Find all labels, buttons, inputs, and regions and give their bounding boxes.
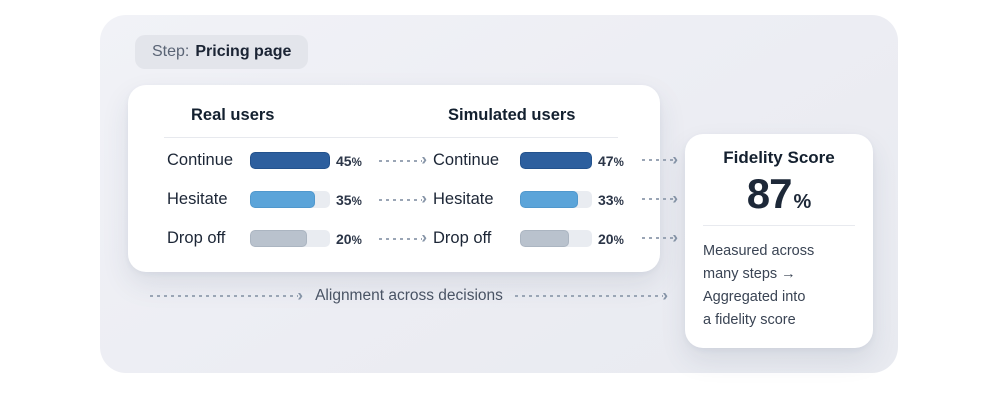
real-row-label: Drop off — [167, 229, 226, 247]
comparison-rows: Continue 45% › Continue 47% Hesitate 35%… — [128, 141, 660, 258]
dashed-line — [642, 237, 674, 239]
real-row-bar — [250, 230, 330, 247]
dashed-line — [642, 159, 674, 161]
alignment-flow-label: Alignment across decisions — [315, 287, 503, 304]
chevron-right-icon: › — [662, 285, 668, 304]
chevron-right-icon: › — [672, 227, 678, 246]
dashed-line — [514, 295, 664, 297]
simulated-row-value: 47% — [598, 152, 624, 169]
chevron-right-icon: › — [672, 188, 678, 207]
simulated-row-label: Hesitate — [433, 190, 494, 208]
real-row-value: 45% — [336, 152, 362, 169]
simulated-row-bar — [520, 152, 592, 169]
real-row-label: Hesitate — [167, 190, 228, 208]
dashed-line — [379, 237, 423, 240]
fidelity-score-unit: % — [793, 191, 812, 213]
comparison-row-hesitate: Hesitate 35% › Hesitate 33% — [167, 180, 660, 219]
flow-arrow-icon: › — [374, 227, 433, 247]
comparison-row-continue: Continue 45% › Continue 47% — [167, 141, 660, 180]
real-row-bar — [250, 152, 330, 169]
simulated-row-label: Drop off — [433, 229, 492, 247]
simulated-row-value: 20% — [598, 230, 624, 247]
real-row-label: Continue — [167, 151, 234, 169]
simulated-row-label: Continue — [433, 151, 500, 169]
flow-arrow-icon: › — [642, 188, 678, 208]
dashed-line — [379, 159, 423, 162]
simulated-users-header: Simulated users — [448, 106, 576, 124]
fidelity-score-number: 87 — [746, 170, 793, 217]
dashed-line — [642, 198, 674, 200]
fidelity-divider — [703, 225, 855, 226]
chevron-right-icon: › — [421, 149, 427, 169]
flow-arrow-icon: › — [374, 149, 433, 169]
chevron-right-icon: › — [297, 285, 304, 304]
fidelity-description: Measured across many steps → Aggregated … — [703, 240, 855, 332]
real-row-value: 20% — [336, 230, 362, 247]
dashed-line — [379, 198, 423, 201]
fidelity-score-value: 87% — [703, 170, 855, 218]
fidelity-description-line: Measured across — [703, 243, 815, 259]
fidelity-description-line: Aggregated into — [703, 289, 806, 305]
flow-arrow-icon: › — [642, 149, 678, 169]
simulated-row-bar-fill — [520, 230, 569, 247]
chevron-right-icon: › — [421, 227, 427, 247]
real-row-bar-fill — [250, 230, 307, 247]
real-row-bar-fill — [250, 152, 330, 169]
chevron-right-icon: › — [421, 188, 427, 208]
fidelity-description-line: a fidelity score — [703, 312, 796, 328]
real-row-value: 35% — [336, 191, 362, 208]
chevron-right-icon: › — [672, 149, 678, 168]
simulated-row-bar-fill — [520, 191, 578, 208]
comparison-card: Real users Simulated users Continue 45% … — [128, 85, 660, 272]
real-users-header: Real users — [191, 106, 275, 124]
simulated-row-bar — [520, 230, 592, 247]
fidelity-description-line: many steps → — [703, 266, 796, 282]
dashed-line — [150, 295, 299, 297]
step-badge-label: Pricing page — [195, 43, 292, 60]
header-divider — [164, 137, 618, 138]
step-badge: Step: Pricing page — [135, 35, 309, 69]
real-row-bar — [250, 191, 330, 208]
real-row-bar-fill — [250, 191, 315, 208]
diagram-panel: Step: Pricing page Real users Simulated … — [100, 15, 898, 373]
step-badge-prefix: Step: — [152, 43, 190, 60]
flow-arrow-icon: › — [374, 188, 433, 208]
alignment-flow: › Alignment across decisions › — [150, 285, 668, 305]
simulated-row-bar-fill — [520, 152, 592, 169]
simulated-row-bar — [520, 191, 592, 208]
fidelity-score-card: Fidelity Score 87% Measured across many … — [685, 134, 873, 348]
simulated-row-value: 33% — [598, 191, 624, 208]
flow-arrow-icon: › — [642, 227, 678, 247]
fidelity-score-title: Fidelity Score — [723, 148, 835, 167]
comparison-row-drop-off: Drop off 20% › Drop off 20% — [167, 219, 660, 258]
